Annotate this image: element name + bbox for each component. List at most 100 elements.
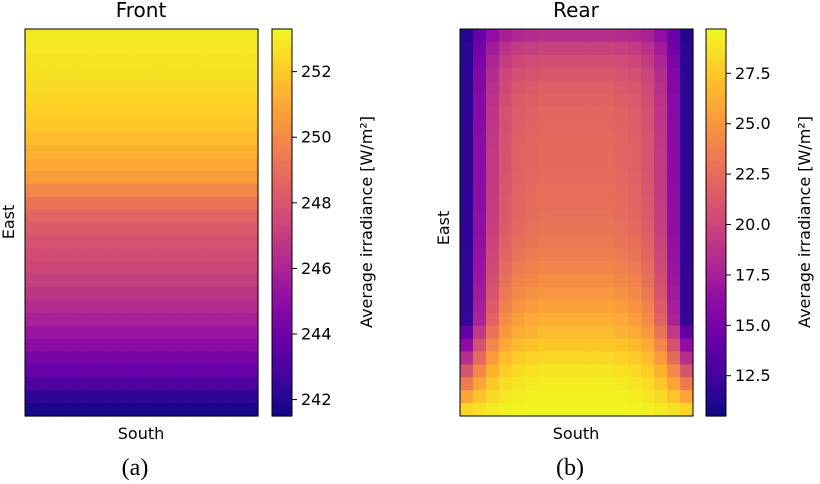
front-cell-r15-c3 <box>63 222 78 236</box>
colorbar-step-0-11 <box>272 64 292 69</box>
front-cell-r18-c8 <box>128 261 143 275</box>
front-cell-r23-c7 <box>115 325 130 340</box>
front-cell-r23-c2 <box>50 325 65 340</box>
rear-cell-r22-c15 <box>654 312 668 327</box>
front-cell-r8-c13 <box>193 132 207 146</box>
front-cell-r25-c14 <box>206 351 220 365</box>
front-cell-r26-c6 <box>102 364 117 378</box>
rear-cell-r24-c13 <box>628 338 642 353</box>
rear-cell-r24-c8 <box>563 338 578 353</box>
front-cell-r3-c1 <box>37 67 52 82</box>
colorbar-step-1-59 <box>706 219 726 224</box>
front-cell-r26-c5 <box>89 364 104 378</box>
front-cell-r14-c6 <box>102 209 117 224</box>
front-cell-r5-c11 <box>167 93 181 107</box>
colorbar-step-1-19 <box>706 90 726 95</box>
front-cell-r2-c13 <box>193 54 207 69</box>
front-cell-r13-c3 <box>63 196 78 211</box>
rear-cell-r20-c12 <box>615 287 629 301</box>
rear-cell-r17-c3 <box>498 248 513 262</box>
front-cell-r6-c7 <box>115 106 130 120</box>
front-cell-r22-c14 <box>206 312 220 327</box>
rear-cell-r27-c17 <box>680 377 694 391</box>
rear-cell-r2-c13 <box>628 54 642 69</box>
front-cell-r2-c15 <box>219 54 233 69</box>
front-cell-r9-c13 <box>193 145 207 159</box>
rear-cell-r18-c13 <box>628 261 642 275</box>
front-cell-r23-c17 <box>245 325 259 340</box>
rear-cell-r22-c13 <box>628 312 642 327</box>
rear-cell-r27-c0 <box>460 377 474 391</box>
colorbar-step-0-83 <box>272 296 292 301</box>
colorbar-step-1-40 <box>706 158 726 162</box>
colorbar-step-0-37 <box>272 148 292 153</box>
front-cell-r12-c15 <box>219 183 233 198</box>
front-cell-r0-c12 <box>180 29 194 43</box>
front-cell-r15-c10 <box>154 222 168 236</box>
rear-cell-r21-c11 <box>602 299 616 314</box>
rear-cell-r15-c15 <box>654 222 668 236</box>
rear-cell-r27-c7 <box>550 377 565 391</box>
front-cell-r28-c2 <box>50 390 65 404</box>
front-cell-r15-c7 <box>115 222 130 236</box>
front-cell-r19-c14 <box>206 274 220 288</box>
front-cell-r13-c1 <box>37 196 52 211</box>
colorbar-step-0-78 <box>272 280 292 285</box>
front-cell-r16-c16 <box>232 235 246 249</box>
front-cell-r19-c12 <box>180 274 194 288</box>
front-cell-r2-c0 <box>25 54 39 69</box>
front-cell-r27-c6 <box>102 377 117 391</box>
rear-cell-r17-c15 <box>654 248 668 262</box>
front-cell-r7-c5 <box>89 119 104 133</box>
colorbar-step-0-89 <box>272 316 292 320</box>
front-cell-r10-c14 <box>206 158 220 172</box>
front-cell-r15-c16 <box>232 222 246 236</box>
rear-cell-r16-c7 <box>550 235 565 249</box>
colorbar-step-1-70 <box>706 254 726 259</box>
colorbar-step-1-7 <box>706 51 726 56</box>
colorbar-step-0-34 <box>272 138 292 143</box>
front-cell-r20-c7 <box>115 287 130 301</box>
front-cell-r2-c6 <box>102 54 117 69</box>
rear-cell-r3-c14 <box>641 67 655 82</box>
rear-cell-r19-c15 <box>654 274 668 288</box>
rear-cell-r26-c14 <box>641 364 655 378</box>
front-cell-r3-c2 <box>50 67 65 82</box>
front-cell-r4-c17 <box>245 80 259 95</box>
front-cell-r0-c1 <box>37 29 52 43</box>
front-cell-r16-c7 <box>115 235 130 249</box>
front-cell-r17-c15 <box>219 248 233 262</box>
rear-cell-r29-c0 <box>460 403 474 417</box>
rear-cell-r22-c5 <box>524 312 539 327</box>
front-cell-r15-c13 <box>193 222 207 236</box>
rear-cell-r0-c8 <box>563 29 578 43</box>
front-cell-r28-c10 <box>154 390 168 404</box>
rear-cell-r6-c10 <box>589 106 603 120</box>
rear-cell-r28-c0 <box>460 390 474 404</box>
rear-cell-r21-c7 <box>550 299 565 314</box>
front-cell-r22-c0 <box>25 312 39 327</box>
colorbar-step-1-9 <box>706 58 726 62</box>
front-cell-r0-c8 <box>128 29 143 43</box>
rear-cell-r11-c12 <box>615 170 629 185</box>
rear-cell-r21-c10 <box>589 299 603 314</box>
front-cell-r22-c11 <box>167 312 181 327</box>
front-cell-r29-c12 <box>180 403 194 417</box>
front-cell-r3-c14 <box>206 67 220 82</box>
front-cell-r20-c6 <box>102 287 117 301</box>
front-cell-r27-c15 <box>219 377 233 391</box>
rear-cell-r19-c16 <box>667 274 681 288</box>
rear-cell-r16-c9 <box>576 235 591 249</box>
front-cell-r5-c14 <box>206 93 220 107</box>
front-cell-r25-c3 <box>63 351 78 365</box>
front-cell-r17-c17 <box>245 248 259 262</box>
colorbar-step-0-65 <box>272 238 292 243</box>
rear-cell-r26-c7 <box>550 364 565 378</box>
rear-cell-r17-c2 <box>485 248 500 262</box>
rear-cell-r1-c10 <box>589 41 603 56</box>
colorbar-step-0-87 <box>272 309 292 314</box>
front-cell-r4-c10 <box>154 80 168 95</box>
front-cell-r29-c6 <box>102 403 117 417</box>
front-cell-r23-c15 <box>219 325 233 340</box>
rear-cell-r12-c9 <box>576 183 591 198</box>
